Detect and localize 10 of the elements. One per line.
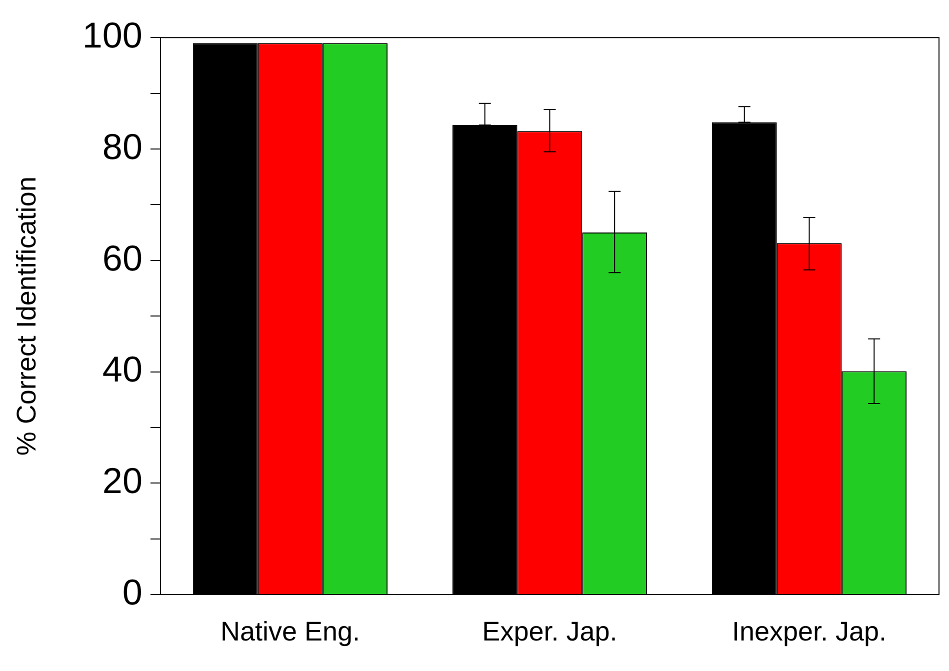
y-tick-label: 80 — [102, 126, 142, 167]
y-tick-label: 60 — [102, 237, 142, 278]
x-tick-label: Exper. Jap. — [482, 616, 618, 646]
y-tick-label: 20 — [102, 460, 142, 502]
x-tick-label: Inexper. Jap. — [732, 616, 887, 646]
y-tick-label: 40 — [102, 348, 142, 390]
y-tick-label: 100 — [82, 14, 142, 56]
y-tick-label: 0 — [122, 572, 142, 613]
y-axis-title: % Correct Identification — [12, 176, 42, 456]
x-tick-label: Native Eng. — [220, 616, 360, 646]
